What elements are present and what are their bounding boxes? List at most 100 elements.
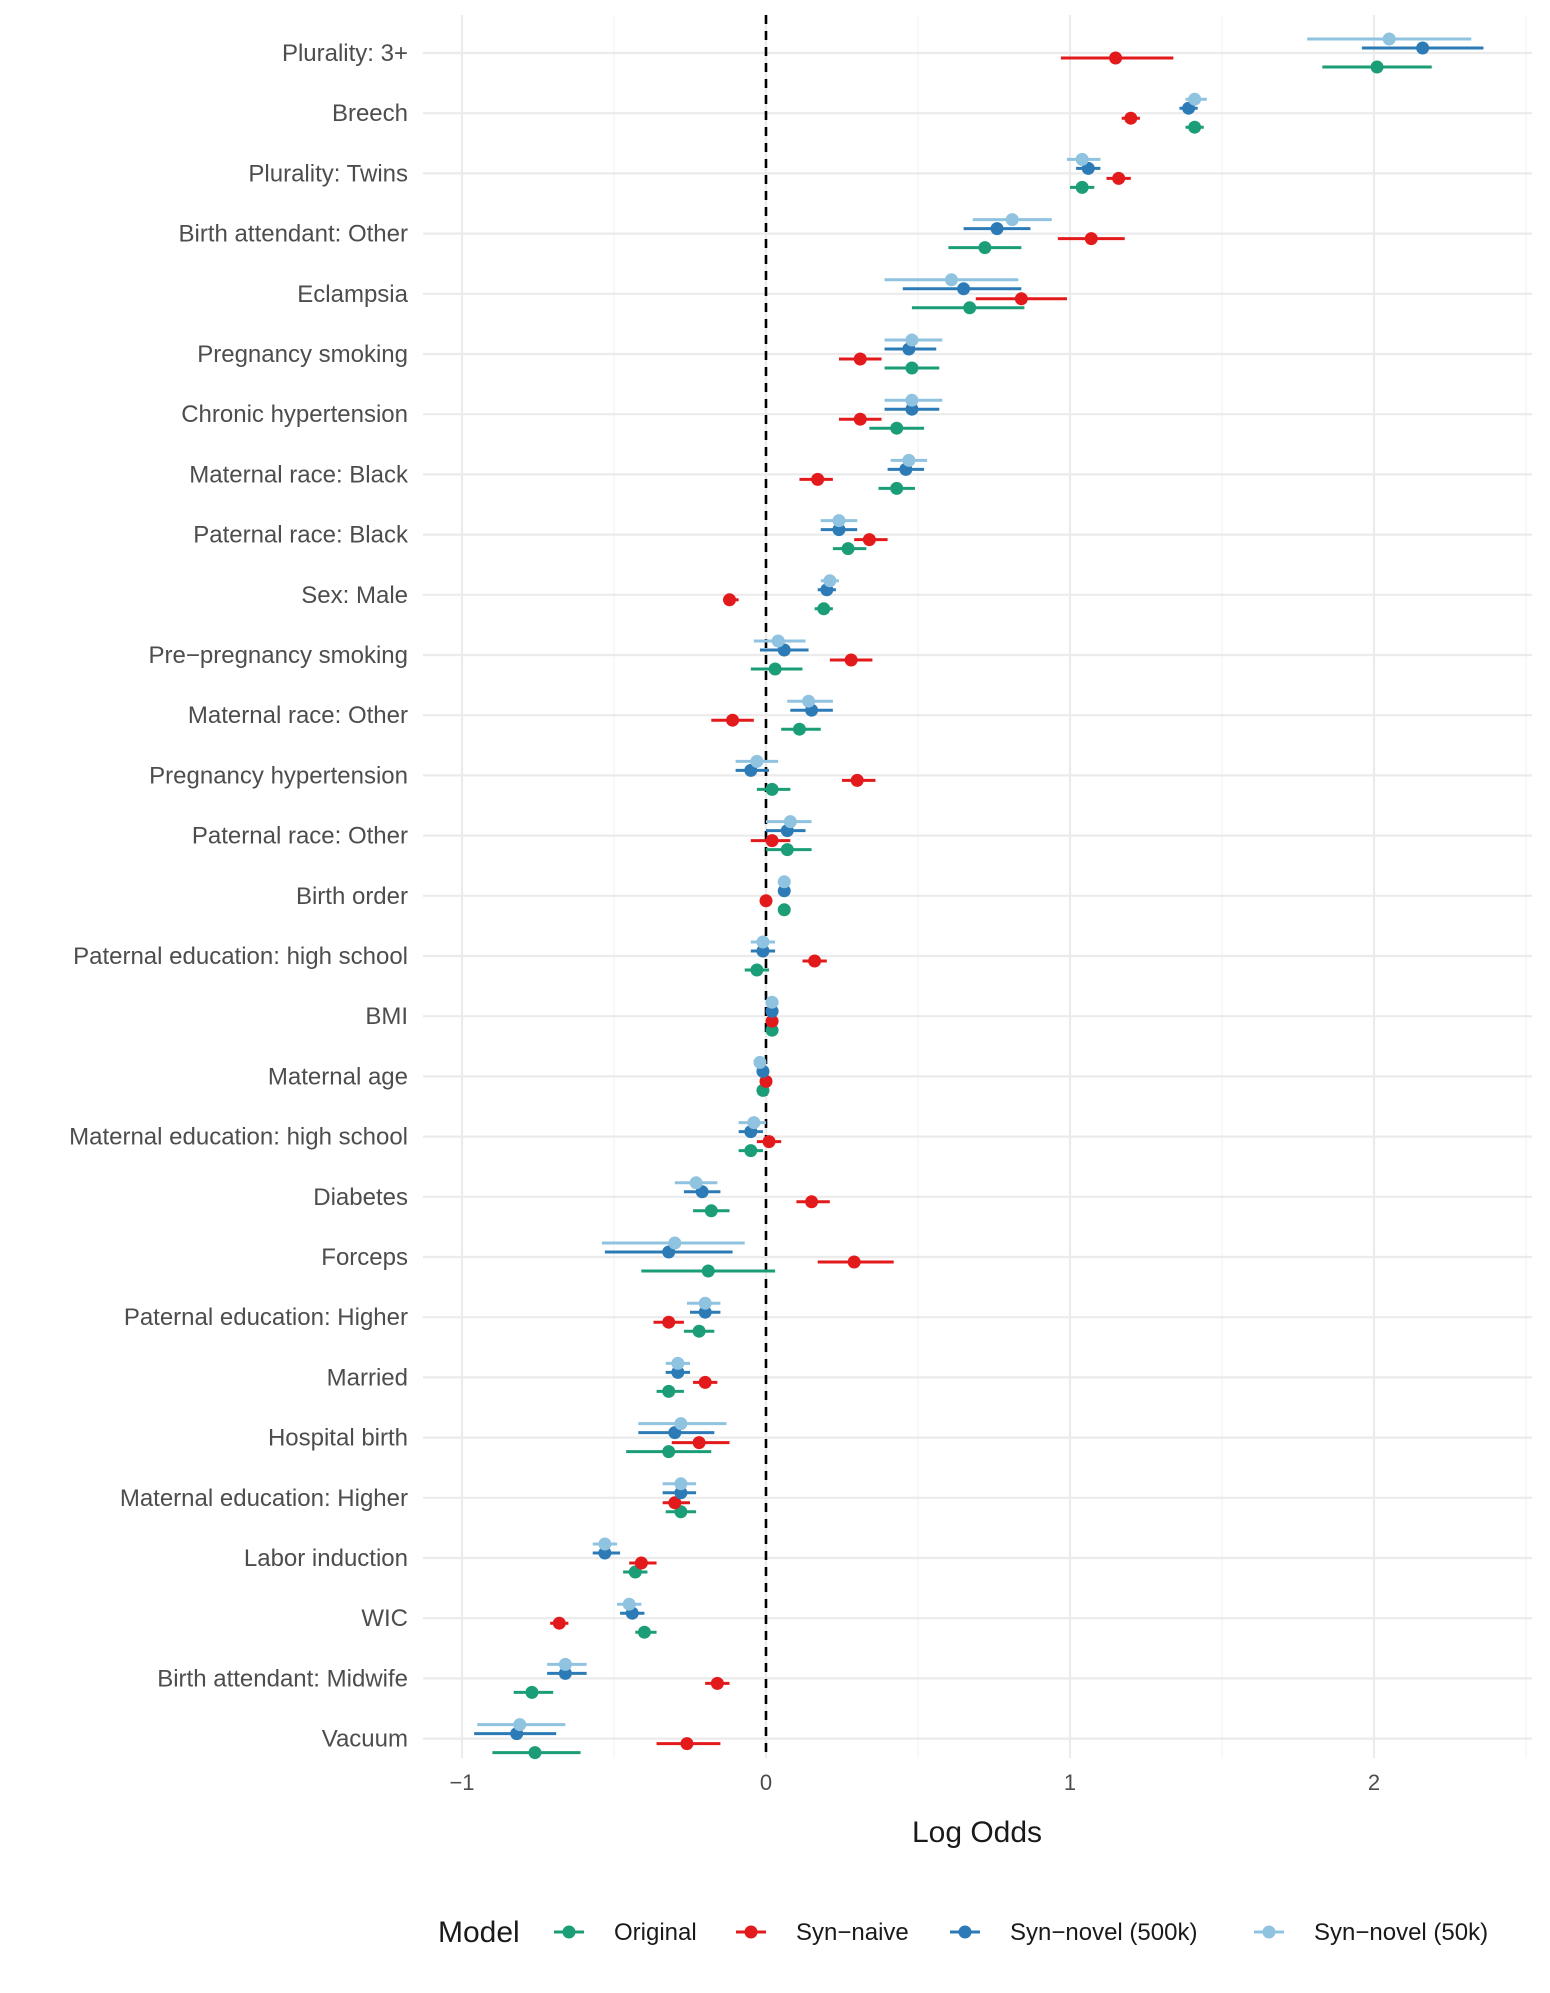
row-10 (750, 634, 873, 676)
point-1-1 (1124, 111, 1138, 125)
point-8-1 (862, 533, 876, 547)
point-28-0 (528, 1746, 542, 1760)
point-24-3 (674, 1477, 688, 1491)
point-7-0 (890, 481, 904, 495)
legend-item-3: Syn−novel (50k) (1254, 1919, 1488, 1946)
point-21-0 (692, 1324, 706, 1338)
point-18-1 (762, 1135, 776, 1149)
y-tick-label-4: Eclampsia (297, 281, 408, 308)
row-19 (674, 1176, 830, 1218)
row-20 (601, 1236, 894, 1278)
point-26-0 (637, 1625, 651, 1639)
point-25-3 (598, 1537, 612, 1551)
row-5 (838, 333, 943, 375)
point-13-3 (783, 815, 797, 829)
point-19-3 (689, 1176, 703, 1190)
point-15-2 (756, 944, 770, 958)
row-26 (550, 1597, 657, 1639)
point-23-0 (662, 1445, 676, 1459)
x-tick-label-0: −1 (449, 1770, 474, 1795)
x-tick-label-2: 1 (1064, 1770, 1076, 1795)
x-tick-label-1: 0 (760, 1770, 772, 1795)
y-tick-label-20: Forceps (321, 1244, 408, 1271)
point-21-1 (662, 1315, 676, 1329)
legend-key-point-1 (744, 1925, 758, 1939)
row-3 (948, 213, 1125, 255)
row-17 (753, 1055, 773, 1097)
point-15-1 (808, 954, 822, 968)
point-23-3 (674, 1417, 688, 1431)
point-5-0 (905, 361, 919, 375)
y-tick-label-19: Diabetes (313, 1184, 408, 1211)
row-21 (653, 1296, 721, 1338)
point-14-3 (777, 875, 791, 889)
y-tick-label-6: Chronic hypertension (181, 401, 408, 428)
point-0-2 (1416, 41, 1430, 55)
y-tick-label-0: Plurality: 3+ (282, 40, 408, 67)
y-tick-label-24: Maternal education: Higher (120, 1485, 408, 1512)
legend-label-2: Syn−novel (500k) (1010, 1919, 1197, 1946)
point-20-3 (668, 1236, 682, 1250)
point-15-3 (756, 935, 770, 949)
point-25-1 (634, 1556, 648, 1570)
point-25-2 (598, 1546, 612, 1560)
row-6 (838, 393, 943, 435)
row-7 (799, 453, 928, 495)
point-16-2 (765, 1004, 779, 1018)
legend-key-point-3 (1262, 1925, 1276, 1939)
point-26-3 (622, 1597, 636, 1611)
point-28-1 (680, 1737, 694, 1751)
point-2-3 (1075, 152, 1089, 166)
row-25 (592, 1537, 657, 1579)
row-2 (1066, 152, 1131, 194)
row-4 (884, 273, 1067, 315)
point-13-1 (765, 834, 779, 848)
point-10-3 (771, 634, 785, 648)
y-tick-label-26: WIC (361, 1605, 408, 1632)
legend-item-0: Original (554, 1919, 697, 1946)
legend-title: Model (438, 1916, 520, 1949)
y-tick-label-22: Married (327, 1364, 408, 1391)
point-7-3 (902, 453, 916, 467)
row-13 (750, 815, 812, 857)
legend-label-1: Syn−naive (796, 1919, 909, 1946)
y-tick-label-28: Vacuum (322, 1726, 408, 1753)
point-22-0 (662, 1384, 676, 1398)
point-0-0 (1370, 60, 1384, 74)
point-6-0 (890, 421, 904, 435)
point-18-3 (747, 1116, 761, 1130)
point-1-3 (1188, 92, 1202, 106)
point-9-0 (817, 602, 831, 616)
point-27-2 (558, 1666, 572, 1680)
y-tick-label-1: Breech (332, 100, 408, 127)
legend-label-3: Syn−novel (50k) (1314, 1919, 1488, 1946)
point-10-1 (844, 653, 858, 667)
point-4-2 (957, 282, 971, 296)
point-15-0 (750, 963, 764, 977)
point-2-1 (1112, 171, 1126, 185)
point-3-3 (1005, 213, 1019, 227)
point-12-0 (765, 782, 779, 796)
point-17-1 (759, 1074, 773, 1088)
row-0 (1060, 32, 1484, 74)
x-tick-label-3: 2 (1368, 1770, 1380, 1795)
point-21-2 (698, 1305, 712, 1319)
y-tick-label-23: Hospital birth (268, 1425, 408, 1452)
row-27 (513, 1657, 730, 1699)
point-14-1 (759, 894, 773, 908)
point-14-2 (777, 884, 791, 898)
y-tick-label-14: Birth order (296, 883, 408, 910)
point-4-0 (963, 301, 977, 315)
y-tick-label-3: Birth attendant: Other (179, 221, 408, 248)
y-tick-label-7: Maternal race: Black (189, 461, 409, 488)
point-9-1 (723, 593, 737, 607)
point-26-1 (552, 1616, 566, 1630)
point-11-0 (792, 722, 806, 736)
point-3-0 (978, 241, 992, 255)
legend-item-1: Syn−naive (736, 1919, 909, 1946)
point-21-3 (698, 1296, 712, 1310)
y-tick-label-21: Paternal education: Higher (124, 1304, 408, 1331)
row-12 (735, 754, 876, 796)
y-tick-label-8: Paternal race: Black (193, 522, 409, 549)
point-8-0 (841, 542, 855, 556)
